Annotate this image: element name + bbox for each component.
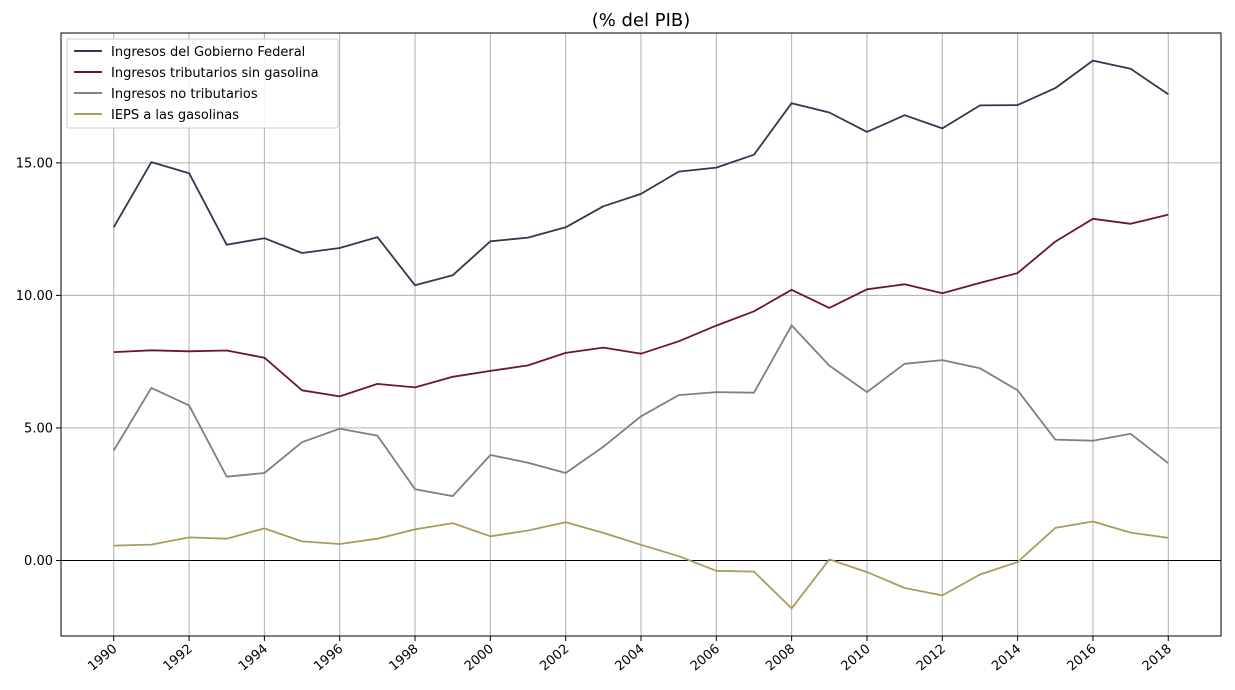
legend-label: IEPS a las gasolinas: [111, 108, 239, 123]
x-tick-label: 1996: [311, 642, 346, 675]
x-tick-label: 2018: [1140, 642, 1175, 675]
legend-label: Ingresos del Gobierno Federal: [111, 45, 305, 60]
x-tick-label: 2006: [688, 642, 723, 675]
chart-title: (% del PIB): [592, 10, 691, 31]
legend: Ingresos del Gobierno Federal Ingresos t…: [67, 39, 338, 128]
x-tick-label: 1994: [236, 642, 271, 675]
x-tick-label: 2014: [989, 642, 1024, 675]
y-axis: 0.00 5.00 10.00 15.00: [16, 156, 61, 569]
x-tick-label: 2016: [1065, 642, 1100, 675]
x-tick-label: 1992: [161, 642, 196, 675]
x-tick-label: 2008: [763, 642, 798, 675]
x-tick-label: 2012: [914, 642, 949, 675]
y-tick-label: 5.00: [24, 421, 53, 436]
legend-item: Ingresos tributarios sin gasolina: [74, 66, 319, 81]
x-tick-label: 1990: [85, 642, 120, 675]
x-tick-label: 2002: [537, 642, 572, 675]
x-tick-label: 2004: [613, 642, 648, 675]
legend-label: Ingresos tributarios sin gasolina: [111, 66, 319, 81]
y-tick-label: 15.00: [16, 156, 53, 171]
x-tick-label: 1998: [387, 642, 422, 675]
legend-label: Ingresos no tributarios: [111, 87, 258, 102]
x-tick-label: 2000: [462, 642, 497, 675]
y-tick-label: 0.00: [24, 554, 53, 569]
y-tick-label: 10.00: [16, 289, 53, 304]
x-axis: 1990 1992 1994 1996 1998 2000 2002 2004 2006 2008…: [85, 636, 1175, 674]
x-tick-label: 2010: [839, 642, 874, 675]
